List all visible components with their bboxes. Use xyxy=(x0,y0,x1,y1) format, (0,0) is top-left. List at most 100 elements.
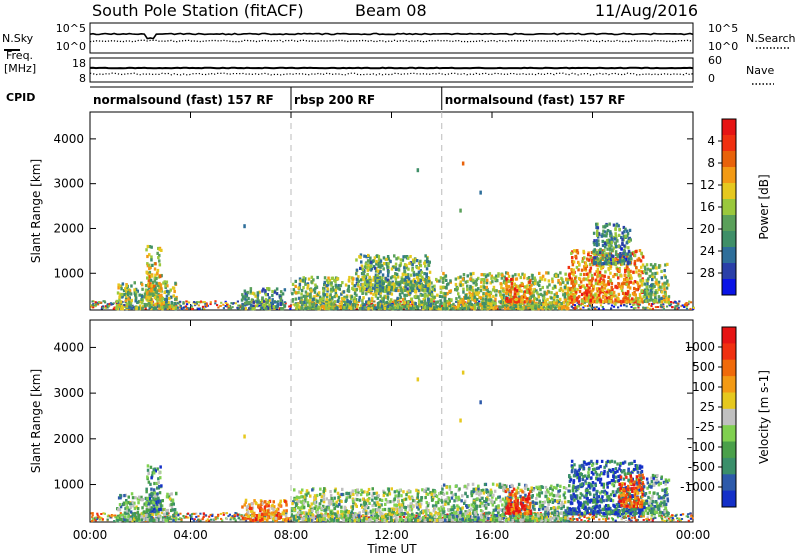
scatter-cell xyxy=(513,290,517,294)
scatter-cell xyxy=(593,297,596,301)
scatter-cell xyxy=(618,227,621,232)
scatter-cell xyxy=(596,293,599,297)
scatter-cell xyxy=(405,263,408,267)
scatter-cell xyxy=(134,299,137,303)
scatter-cell xyxy=(291,282,295,286)
scatter-cell xyxy=(554,307,557,311)
scatter-cell xyxy=(109,516,112,519)
scatter-cell xyxy=(361,306,364,310)
scatter-cell xyxy=(614,301,617,303)
scatter-cell xyxy=(394,280,398,284)
scatter-cell xyxy=(597,263,600,267)
scatter-cell xyxy=(352,284,356,288)
scatter-cell xyxy=(585,299,588,303)
scatter-cell xyxy=(227,305,230,308)
scatter-cell xyxy=(633,290,636,294)
scatter-cell xyxy=(418,281,421,285)
scatter-cell xyxy=(421,284,425,288)
scatter-cell xyxy=(165,304,169,309)
scatter-cell xyxy=(411,268,414,272)
scatter-cell xyxy=(411,279,414,283)
scatter-cell xyxy=(256,300,259,304)
scatter-cell xyxy=(620,255,624,259)
scatter-cell xyxy=(414,258,417,262)
scatter-cell xyxy=(538,283,541,288)
scatter-cell xyxy=(193,301,196,303)
scatter-cell xyxy=(572,270,575,274)
scatter-cell xyxy=(106,304,109,307)
scatter-cell xyxy=(330,302,333,306)
scatter-cell xyxy=(269,301,273,305)
scatter-cell xyxy=(364,287,368,292)
scatter-cell xyxy=(587,253,590,257)
scatter-cell xyxy=(638,300,641,304)
scatter-cell xyxy=(357,275,360,279)
scatter-cell xyxy=(256,291,260,295)
scatter-cell xyxy=(641,300,644,304)
scatter-cell xyxy=(482,293,485,297)
scatter-cell xyxy=(158,286,161,290)
scatter-cell xyxy=(406,273,410,277)
scatter-cell xyxy=(511,295,514,299)
scatter-cell xyxy=(551,286,555,290)
scatter-cell xyxy=(98,301,101,303)
scatter-cell xyxy=(394,272,397,276)
scatter-cell xyxy=(562,280,565,285)
scatter-cell xyxy=(479,190,482,195)
scatter-cell xyxy=(425,279,428,283)
scatter-cell xyxy=(199,300,203,303)
scatter-cell xyxy=(229,518,232,521)
scatter-cell xyxy=(421,293,424,297)
scatter-cell xyxy=(403,297,407,301)
scatter-cell xyxy=(571,260,574,264)
scatter-cell xyxy=(230,516,233,519)
scatter-cell xyxy=(558,306,561,310)
scatter-cell xyxy=(679,519,682,522)
scatter-cell xyxy=(112,302,115,305)
scatter-cell xyxy=(382,281,385,285)
scatter-cell xyxy=(570,251,573,255)
scatter-cell xyxy=(458,295,461,299)
scatter-cell xyxy=(459,283,463,287)
scatter-cell xyxy=(621,231,624,235)
scatter-cell xyxy=(283,288,287,292)
scatter-cell xyxy=(531,274,534,278)
scatter-cell xyxy=(581,259,584,263)
scatter-cell xyxy=(513,293,517,298)
scatter-cell xyxy=(566,294,570,298)
nsky-label: N.Sky xyxy=(2,32,34,45)
scatter-cell xyxy=(535,301,538,305)
scatter-cell xyxy=(488,272,492,276)
scatter-cell xyxy=(280,307,283,311)
scatter-cell xyxy=(379,288,382,292)
scatter-cell xyxy=(596,287,600,291)
scatter-cell xyxy=(464,303,468,307)
scatter-cell xyxy=(622,300,625,304)
scatter-cell xyxy=(593,243,596,247)
scatter-cell xyxy=(165,302,168,306)
scatter-cell xyxy=(341,281,344,285)
scatter-cell xyxy=(523,273,526,277)
scatter-cell xyxy=(562,300,565,304)
scatter-cell xyxy=(663,282,667,286)
scatter-cell xyxy=(355,287,358,292)
scatter-cell xyxy=(328,302,331,306)
scatter-cell xyxy=(221,519,224,522)
scatter-cell xyxy=(619,515,622,518)
scatter-cell xyxy=(601,232,604,237)
scatter-cell xyxy=(308,303,311,307)
colorbar-cell xyxy=(722,119,736,136)
scatter-cell xyxy=(573,304,576,307)
scatter-cell xyxy=(608,290,612,294)
scatter-cell xyxy=(665,300,668,304)
scatter-cell xyxy=(408,301,411,304)
scatter-cell xyxy=(645,519,649,522)
scatter-cell xyxy=(635,266,638,270)
scatter-cell xyxy=(628,515,631,518)
scatter-cell xyxy=(279,298,283,302)
noise-tick-left-bottom: 10^0 xyxy=(56,40,86,53)
scatter-cell xyxy=(607,244,611,248)
scatter-cell xyxy=(504,306,507,310)
scatter-cell xyxy=(382,256,386,260)
